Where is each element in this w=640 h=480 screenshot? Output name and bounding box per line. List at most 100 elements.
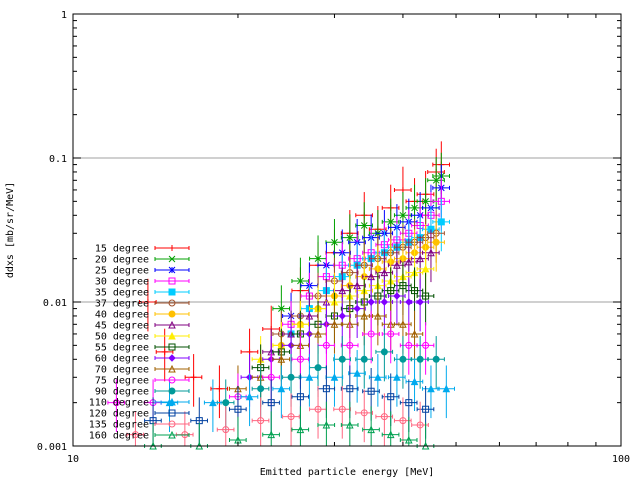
data-point-marker xyxy=(360,355,368,363)
x-axis-label: Emitted particle energy [MeV] xyxy=(260,467,435,478)
data-point-marker xyxy=(399,320,407,328)
data-point-marker xyxy=(380,268,389,277)
data-point-marker xyxy=(277,384,286,393)
data-point-marker xyxy=(399,282,407,290)
data-point-marker xyxy=(287,413,295,421)
y-tick-label: 0.01 xyxy=(43,298,67,309)
data-point-marker xyxy=(287,373,295,381)
legend-marker xyxy=(168,310,176,318)
data-point-marker xyxy=(346,420,354,429)
data-point-marker xyxy=(305,373,314,381)
data-point-marker xyxy=(330,320,339,328)
data-point-marker xyxy=(209,398,217,407)
data-point-marker xyxy=(387,393,395,401)
legend-line xyxy=(154,411,190,415)
data-point-marker xyxy=(338,312,346,320)
data-point-marker xyxy=(296,355,304,363)
data-point-marker xyxy=(374,311,382,320)
data-point-marker xyxy=(416,254,424,263)
data-point-marker xyxy=(360,409,368,417)
data-point-marker xyxy=(367,330,375,338)
data-point-marker xyxy=(353,369,361,377)
data-point-marker xyxy=(367,425,375,434)
data-point-marker xyxy=(314,364,322,372)
legend-line xyxy=(154,433,190,437)
legend-item: 75 degree xyxy=(95,376,190,387)
data-point-marker xyxy=(330,373,339,381)
legend-label: 20 degree xyxy=(95,255,149,266)
data-point-marker xyxy=(386,430,395,439)
legend-item: 160 degree xyxy=(89,430,190,442)
data-point-marker xyxy=(144,299,151,305)
data-point-marker xyxy=(314,255,322,263)
legend-marker xyxy=(168,331,176,340)
data-point-marker xyxy=(416,355,424,363)
y-tick-label: 0.1 xyxy=(49,154,67,165)
legend-item: 30 degree xyxy=(95,277,190,288)
legend-line xyxy=(154,323,190,327)
legend-item: 45 degree xyxy=(95,321,190,332)
data-point-marker xyxy=(190,374,197,381)
data-point-marker xyxy=(437,218,445,226)
data-point-marker xyxy=(277,355,286,363)
data-point-marker xyxy=(246,348,253,355)
series-110-degree xyxy=(160,350,456,433)
data-point-marker xyxy=(360,311,369,320)
legend-label: 37 degree xyxy=(95,299,149,310)
legend-label: 90 degree xyxy=(95,387,149,398)
data-point-marker xyxy=(416,421,424,429)
legend-item: 70 degree xyxy=(95,364,190,376)
data-point-marker xyxy=(267,399,275,407)
legend-marker xyxy=(168,266,176,274)
legend-item: 25 degree xyxy=(95,266,190,277)
legend-item: 20 degree xyxy=(95,255,190,266)
data-point-marker xyxy=(234,405,242,413)
legend-line xyxy=(154,367,190,371)
data-point-marker xyxy=(257,417,265,425)
data-point-marker xyxy=(399,417,407,425)
data-point-marker xyxy=(432,176,440,184)
data-point-marker xyxy=(322,341,330,349)
y-tick-label: 0.001 xyxy=(37,442,67,453)
legend-marker xyxy=(168,420,176,428)
series-90-degree xyxy=(216,328,445,433)
axis-ticks: 0.001 0.01 0.1 1 10 100 xyxy=(37,10,630,465)
data-point-marker xyxy=(267,430,276,439)
data-point-marker xyxy=(405,341,413,349)
data-point-marker xyxy=(346,341,354,349)
data-point-marker xyxy=(442,384,451,393)
data-point-marker xyxy=(216,385,223,392)
data-point-marker xyxy=(380,348,388,356)
legend-marker xyxy=(168,397,176,406)
legend-label: 55 degree xyxy=(95,343,149,354)
data-point-marker xyxy=(380,298,389,306)
legend-label: 70 degree xyxy=(95,365,149,376)
legend-label: 75 degree xyxy=(95,376,149,387)
data-point-marker xyxy=(346,234,354,241)
data-point-marker xyxy=(399,355,407,363)
data-point-marker xyxy=(245,392,254,401)
series-135-degree xyxy=(126,386,429,446)
data-point-marker xyxy=(112,399,120,407)
grid-lines xyxy=(73,157,621,303)
data-point-marker xyxy=(367,298,375,306)
legend-marker xyxy=(168,430,176,439)
legend-item: 15 degree xyxy=(95,244,190,255)
legend-label: 120 degree xyxy=(89,409,149,420)
legend-line xyxy=(154,422,190,426)
legend-marker xyxy=(168,364,176,373)
legend-label: 30 degree xyxy=(95,277,149,288)
y-axis-label: ddxs [mb/sr/MeV] xyxy=(5,182,16,278)
legend-line xyxy=(154,378,190,382)
data-point-marker xyxy=(322,385,330,393)
legend-item: 135 degree xyxy=(89,420,190,431)
y-tick-label: 1 xyxy=(61,10,67,21)
data-point-marker xyxy=(393,373,401,381)
legend-label: 50 degree xyxy=(95,332,149,343)
data-point-marker xyxy=(404,257,413,266)
legend-marker xyxy=(168,299,176,307)
data-point-marker xyxy=(393,261,401,269)
data-point-marker xyxy=(296,393,304,401)
legend-marker xyxy=(168,277,176,285)
